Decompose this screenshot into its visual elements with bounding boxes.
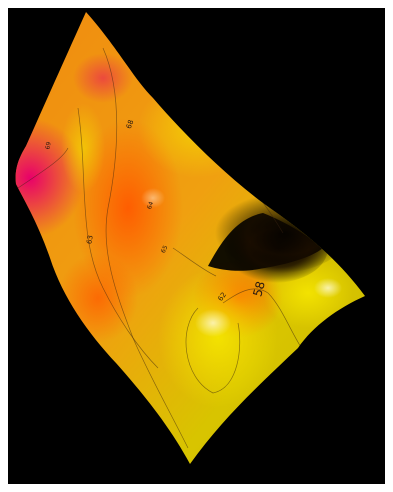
contour-label-69: 69 <box>44 141 52 150</box>
contour-label-58: 58 <box>250 280 267 298</box>
contour-lines <box>17 47 309 449</box>
surface-plot: 68 69 63 64 65 62 58 <box>15 12 365 464</box>
plot-area: 68 69 63 64 65 62 58 <box>8 8 385 484</box>
contour-label-62: 62 <box>217 291 229 303</box>
contour-label-64: 64 <box>146 201 155 211</box>
contour-label-65: 65 <box>160 244 170 254</box>
contour-label-68: 68 <box>125 119 136 130</box>
surface-mesh <box>15 12 365 464</box>
contour-label-63: 63 <box>85 235 94 245</box>
